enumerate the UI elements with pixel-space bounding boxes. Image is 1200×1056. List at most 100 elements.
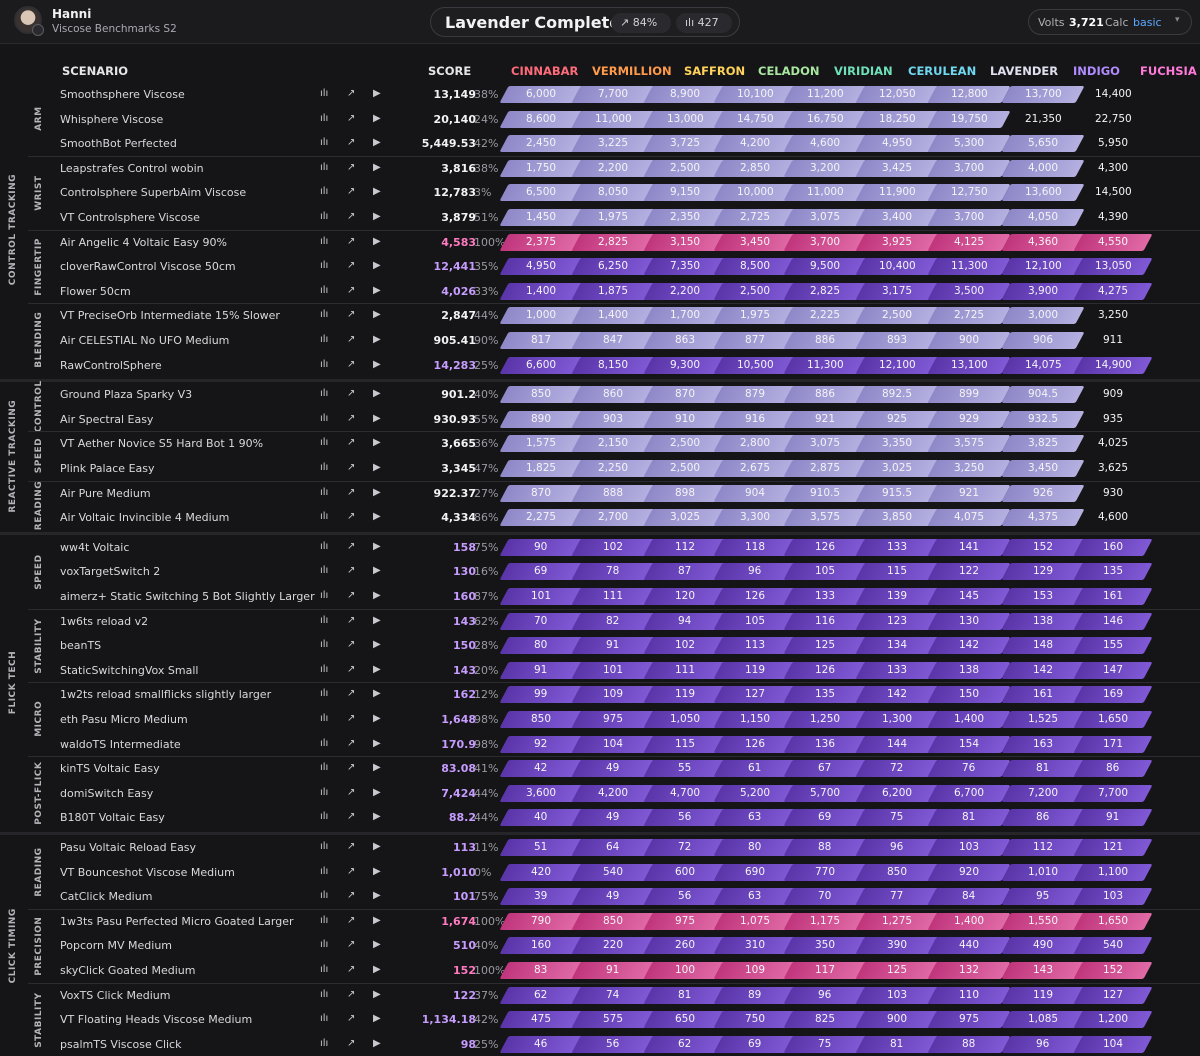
scenario-name[interactable]: 1w3ts Pasu Perfected Micro Goated Larger — [60, 914, 294, 928]
trend-icon[interactable]: ↗ — [347, 1037, 356, 1049]
leaderboard-icon[interactable]: ılı — [320, 737, 329, 749]
scenario-name[interactable]: 1w6ts reload v2 — [60, 614, 149, 628]
leaderboard-icon[interactable]: ılı — [320, 762, 329, 774]
scenario-name[interactable]: psalmTS Viscose Click — [60, 1037, 182, 1051]
play-icon[interactable]: ▶ — [373, 284, 381, 296]
play-icon[interactable]: ▶ — [373, 713, 381, 724]
trend-icon[interactable]: ↗ — [347, 737, 356, 749]
scenario-name[interactable]: VoxTS Click Medium — [60, 988, 171, 1002]
play-icon[interactable]: ▶ — [373, 786, 381, 798]
play-icon[interactable]: ▶ — [373, 211, 381, 222]
leaderboard-icon[interactable]: ılı — [320, 890, 329, 902]
scenario-name[interactable]: StaticSwitchingVox Small — [60, 663, 199, 677]
scenario-name[interactable]: B180T Voltaic Easy — [60, 811, 165, 825]
play-icon[interactable]: ▶ — [373, 112, 381, 124]
scenario-name[interactable]: Flower 50cm — [60, 284, 131, 298]
play-icon[interactable]: ▶ — [373, 737, 381, 749]
play-icon[interactable]: ▶ — [373, 437, 381, 449]
scenario-name[interactable]: VT Bounceshot Viscose Medium — [60, 865, 235, 879]
leaderboard-icon[interactable]: ılı — [320, 486, 329, 498]
scenario-name[interactable]: cloverRawControl Viscose 50cm — [60, 260, 236, 274]
table-row[interactable]: Controlsphere SuperbAim Viscose ılı ↗ ▶ 12,7… — [0, 180, 1200, 205]
scenario-name[interactable]: Popcorn MV Medium — [60, 939, 173, 953]
leaderboard-icon[interactable]: ılı — [320, 412, 329, 424]
play-icon[interactable]: ▶ — [373, 358, 381, 370]
leaderboard-icon[interactable]: ılı — [320, 358, 329, 370]
table-row[interactable]: StaticSwitchingVox Small ılı ↗ ▶ 143 20% 91 101… — [0, 658, 1200, 683]
play-icon[interactable]: ▶ — [373, 161, 381, 173]
table-row[interactable]: Popcorn MV Medium ılı ↗ ▶ 510 40% 160 220 260 310… — [0, 933, 1200, 958]
play-icon[interactable]: ▶ — [373, 614, 381, 626]
leaderboard-icon[interactable]: ılı — [320, 437, 329, 449]
play-icon[interactable]: ▶ — [373, 1013, 381, 1025]
scenario-name[interactable]: aimerz+ Static Switching 5 Bot Slightly … — [60, 590, 315, 603]
scenario-name[interactable]: beanTS — [60, 639, 102, 653]
play-icon[interactable]: ▶ — [373, 590, 381, 601]
play-icon[interactable]: ▶ — [373, 540, 381, 552]
leaderboard-icon[interactable]: ılı — [320, 786, 329, 798]
trend-icon[interactable]: ↗ — [347, 137, 356, 149]
scenario-name[interactable]: RawControlSphere — [60, 358, 162, 372]
trend-icon[interactable]: ↗ — [347, 639, 356, 651]
leaderboard-icon[interactable]: ılı — [320, 939, 329, 951]
scenario-name[interactable]: VT PreciseOrb Intermediate 15% Slower — [60, 309, 280, 323]
table-row[interactable]: Whisphere Viscose ılı ↗ ▶ 20,140 24% 8,600 11,0… — [0, 107, 1200, 132]
scenario-name[interactable]: kinTS Voltaic Easy — [60, 762, 160, 776]
chevron-down-icon[interactable]: ▾ — [1175, 15, 1180, 25]
table-row[interactable]: cloverRawControl Viscose 50cm ılı ↗ ▶ 12,441… — [0, 254, 1200, 279]
leaderboard-icon[interactable]: ılı — [320, 590, 329, 601]
leaderboard-icon[interactable]: ılı — [320, 540, 329, 552]
table-row[interactable]: ww4t Voltaic ılı ↗ ▶ 158 75% 90 102 112 118 126 133… — [0, 535, 1200, 560]
leaderboard-icon[interactable]: ılı — [320, 186, 329, 198]
trend-icon[interactable]: ↗ — [347, 565, 356, 577]
trend-icon[interactable]: ↗ — [347, 939, 356, 951]
scenario-name[interactable]: Whisphere Viscose — [60, 112, 164, 126]
leaderboard-icon[interactable]: ılı — [320, 914, 329, 926]
scenario-name[interactable]: Pasu Voltaic Reload Easy — [60, 841, 197, 854]
table-row[interactable]: RawControlSphere ılı ↗ ▶ 14,283 25% 6,600 8,150… — [0, 353, 1200, 378]
trend-icon[interactable]: ↗ — [347, 260, 356, 272]
trend-icon[interactable]: ↗ — [347, 309, 356, 321]
table-row[interactable]: voxTargetSwitch 2 ılı ↗ ▶ 130 16% 69 78 87 96 105 1… — [0, 559, 1200, 584]
leaderboard-icon[interactable]: ılı — [320, 334, 329, 345]
leaderboard-icon[interactable]: ılı — [320, 639, 329, 651]
play-icon[interactable]: ▶ — [373, 412, 381, 424]
trend-icon[interactable]: ↗ — [347, 762, 356, 774]
play-icon[interactable]: ▶ — [373, 890, 381, 902]
leaderboard-icon[interactable]: ılı — [320, 388, 329, 400]
table-row[interactable]: kinTS Voltaic Easy ılı ↗ ▶ 83.08 41% 42 49 55 61 6… — [0, 756, 1200, 781]
trend-icon[interactable]: ↗ — [347, 235, 356, 247]
scenario-name[interactable]: waldoTS Intermediate — [60, 737, 181, 751]
play-icon[interactable]: ▶ — [373, 663, 381, 675]
leaderboard-icon[interactable]: ılı — [320, 235, 329, 247]
calc-select[interactable]: basic — [1133, 16, 1162, 29]
trend-icon[interactable]: ↗ — [347, 511, 356, 523]
trend-icon[interactable]: ↗ — [347, 890, 356, 902]
leaderboard-icon[interactable]: ılı — [320, 964, 329, 975]
play-icon[interactable]: ▶ — [373, 462, 381, 473]
scenario-name[interactable]: Plink Palace Easy — [60, 462, 155, 475]
trend-icon[interactable]: ↗ — [347, 663, 356, 675]
scenario-name[interactable]: Air Spectral Easy — [60, 412, 154, 426]
trend-icon[interactable]: ↗ — [347, 112, 356, 124]
leaderboard-icon[interactable]: ılı — [320, 137, 329, 149]
table-row[interactable]: Air Angelic 4 Voltaic Easy 90% ılı ↗ ▶ 4,583… — [0, 230, 1200, 255]
table-row[interactable]: 1w3ts Pasu Perfected Micro Goated Larger… — [0, 909, 1200, 934]
trend-icon[interactable]: ↗ — [347, 614, 356, 626]
scenario-name[interactable]: eth Pasu Micro Medium — [60, 713, 188, 726]
trend-icon[interactable]: ↗ — [347, 590, 356, 601]
trend-icon[interactable]: ↗ — [347, 186, 356, 198]
scenario-name[interactable]: Air Voltaic Invincible 4 Medium — [60, 511, 230, 525]
table-row[interactable]: CatClick Medium ılı ↗ ▶ 101 75% 39 49 56 63 70 77 84… — [0, 884, 1200, 909]
leaderboard-icon[interactable]: ılı — [320, 88, 329, 99]
trend-icon[interactable]: ↗ — [347, 211, 356, 222]
leaderboard-icon[interactable]: ılı — [320, 713, 329, 724]
trend-icon[interactable]: ↗ — [347, 865, 356, 877]
play-icon[interactable]: ▶ — [373, 639, 381, 651]
scenario-name[interactable]: ww4t Voltaic — [60, 540, 130, 554]
table-row[interactable]: B180T Voltaic Easy ılı ↗ ▶ 88.2 44% 40 49 56 63 69… — [0, 805, 1200, 830]
leaderboard-icon[interactable]: ılı — [320, 565, 329, 577]
scenario-name[interactable]: SmoothBot Perfected — [60, 137, 177, 151]
table-row[interactable]: aimerz+ Static Switching 5 Bot Slightly … — [0, 584, 1200, 609]
scenario-name[interactable]: VT Floating Heads Viscose Medium — [60, 1013, 253, 1027]
